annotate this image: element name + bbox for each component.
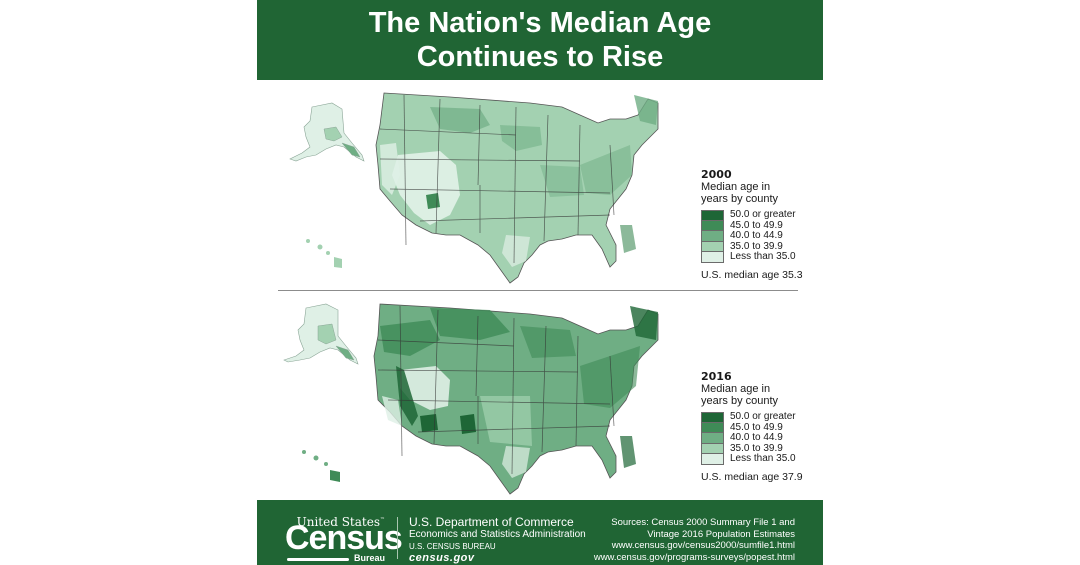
sources-block: Sources: Census 2000 Summary File 1 and …: [594, 517, 795, 563]
us-county-map-2016: [283, 303, 659, 495]
logo-underline: [287, 558, 349, 561]
us-median-age: U.S. median age 35.3: [701, 268, 803, 281]
legend-label: 45.0 to 49.9: [730, 219, 783, 231]
state-boundaries: [379, 94, 615, 264]
legend-item: 35.0 to 39.9: [701, 240, 821, 252]
logo-census: Census: [285, 519, 403, 557]
legend-label: 35.0 to 39.9: [730, 442, 783, 454]
legend-item: 45.0 to 49.9: [701, 421, 821, 433]
legend-swatch: [701, 422, 724, 433]
legend-item: 40.0 to 44.9: [701, 433, 821, 444]
legend-swatch: [701, 241, 724, 252]
esa-name: Economics and Statistics Administration: [409, 529, 586, 540]
alaska: [283, 303, 359, 365]
infographic: The Nation's Median Age Continues to Ris…: [257, 0, 823, 565]
legend-item: Less than 35.0: [701, 454, 821, 465]
legend-2000: 2000 Median age in years by county 50.0 …: [701, 168, 821, 281]
title-line-1: The Nation's Median Age: [368, 7, 712, 39]
legend-swatch: [701, 454, 724, 465]
legend-year: 2000: [701, 168, 732, 181]
legend-swatch: [701, 252, 724, 263]
divider: [278, 290, 798, 291]
hawaii: [302, 450, 340, 482]
legend-label: 45.0 to 49.9: [730, 421, 783, 433]
legend-item: 50.0 or greater: [701, 412, 821, 423]
legend-swatch: [701, 210, 724, 221]
legend-label: Less than 35.0: [730, 453, 796, 465]
dept-name: U.S. Department of Commerce: [409, 515, 574, 529]
legend-label: Less than 35.0: [730, 251, 796, 263]
map-2000: [280, 85, 720, 290]
agency-block: U.S. Department of Commerce Economics an…: [409, 515, 586, 565]
legend-swatch: [701, 443, 724, 454]
legend-label: 50.0 or greater: [730, 411, 796, 423]
legend-item: 50.0 or greater: [701, 210, 821, 221]
legend-swatch: [701, 231, 724, 242]
legend-item: 40.0 to 44.9: [701, 231, 821, 242]
us-county-map-2000: [289, 92, 659, 284]
map-2016: [280, 296, 720, 501]
source-link[interactable]: www.census.gov/programs-surveys/popest.h…: [593, 551, 795, 563]
bureau-name: U.S. CENSUS BUREAU: [409, 542, 496, 551]
legend-subtitle: Median age in: [701, 181, 771, 193]
legend-swatch: [701, 433, 724, 444]
source-line: Sources: Census 2000 Summary File 1 and: [611, 517, 795, 528]
legend-label: 35.0 to 39.9: [730, 240, 783, 252]
legend-label: 50.0 or greater: [730, 209, 796, 221]
legend-label: 40.0 to 44.9: [730, 432, 783, 444]
footer: United States™ Census Bureau U.S. Depart…: [257, 500, 823, 565]
title-line-2: Continues to Rise: [416, 41, 664, 73]
census-gov-link[interactable]: census.gov: [409, 552, 475, 564]
census-logo: United States™ Census Bureau: [285, 514, 403, 563]
logo-united-states: United States™: [296, 515, 385, 529]
legend-item: 45.0 to 49.9: [701, 219, 821, 231]
legend-swatch: [701, 412, 724, 423]
legend-item: 35.0 to 39.9: [701, 442, 821, 454]
footer-separator: [397, 517, 398, 559]
legend-label: 40.0 to 44.9: [730, 230, 783, 242]
source-link[interactable]: www.census.gov/census2000/sumfile1.html: [611, 540, 795, 551]
us-median-age: U.S. median age 37.9: [701, 470, 803, 483]
legend-2016: 2016 Median age in years by county 50.0 …: [701, 370, 821, 483]
state-boundaries: [377, 305, 615, 475]
contiguous-us: [375, 92, 659, 284]
legend-subtitle: years by county: [701, 193, 779, 205]
legend-subtitle: years by county: [701, 395, 779, 407]
hawaii: [306, 239, 342, 268]
title-banner: The Nation's Median Age Continues to Ris…: [257, 0, 823, 80]
source-line: Vintage 2016 Population Estimates: [647, 528, 795, 540]
legend-swatch: [701, 220, 724, 231]
legend-item: Less than 35.0: [701, 252, 821, 263]
legend-year: 2016: [701, 370, 732, 383]
legend-subtitle: Median age in: [701, 383, 771, 395]
alaska: [289, 102, 365, 162]
logo-bureau: Bureau: [353, 553, 385, 563]
